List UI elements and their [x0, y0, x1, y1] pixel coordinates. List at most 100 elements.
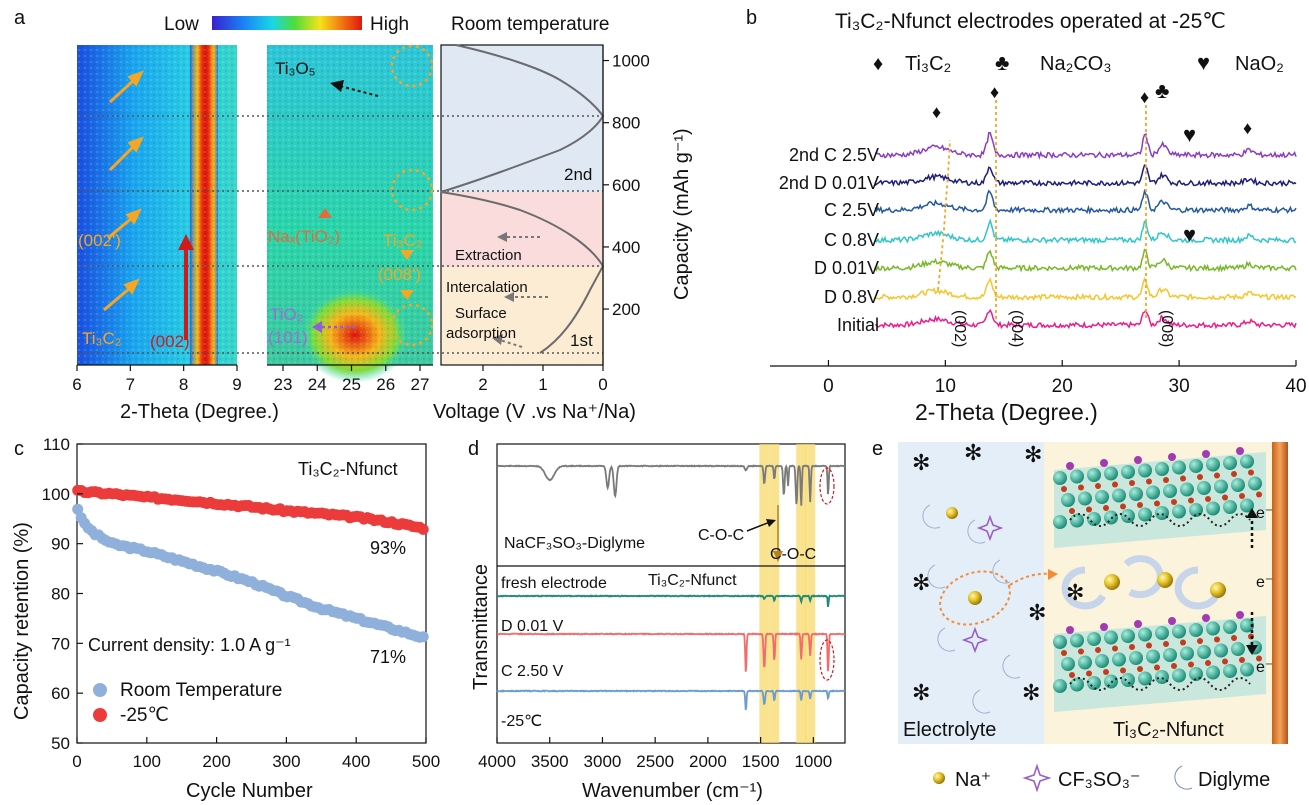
n-atom	[1202, 614, 1210, 622]
a-xtick-right-label: 2	[478, 375, 487, 394]
c-atom	[1197, 638, 1203, 644]
panel-e-electron-3: e⁻	[1256, 659, 1273, 676]
colorbar	[212, 16, 362, 30]
point-rt	[417, 631, 429, 643]
ti-atom	[1240, 662, 1254, 677]
c-ytick-label: 90	[51, 535, 70, 554]
diglyme-shape	[1002, 654, 1021, 679]
c-xtick-label: 100	[133, 752, 161, 771]
ti-atom	[1223, 620, 1237, 634]
label-101: (101)	[268, 328, 308, 347]
c-ytick-label: 80	[51, 585, 70, 604]
ti-atom	[1189, 503, 1203, 517]
d-xtick-label: 1000	[794, 752, 832, 771]
panel-a-xticks-left: 6 7 8 9	[72, 365, 242, 394]
c-xtick-label: 0	[72, 752, 81, 771]
c-atom	[1248, 469, 1254, 476]
c-atom	[1214, 472, 1220, 479]
c-atom	[1078, 648, 1084, 655]
xrd-label-2: D 0.01V	[814, 258, 879, 278]
electron-path-top	[1069, 513, 1251, 527]
ti-atom	[1070, 469, 1084, 484]
ti-atom	[1172, 624, 1186, 639]
panel-e-electron-1: e⁻	[1256, 505, 1273, 522]
panel-c-ylabel: Capacity retention (%)	[11, 522, 33, 720]
c-atom	[1197, 474, 1203, 480]
ti-atom	[1172, 668, 1186, 683]
ti-atom	[1189, 459, 1203, 473]
ti-atom	[1206, 621, 1220, 636]
c-atom	[1069, 508, 1075, 514]
ftir-band-1	[769, 444, 780, 743]
panel-a-xticks-right: 2 1 0	[478, 365, 608, 394]
c-atom	[1163, 477, 1169, 483]
marker-diamond-1: ♦	[932, 102, 941, 122]
panel-c-points	[72, 484, 429, 643]
panel-b-markers: ♦ ♦ ♦ ♣ ♦ ♥ ♥	[932, 78, 1252, 247]
diglyme-shape	[927, 564, 946, 589]
panel-b-title: Ti₃C₂-Nfunct electrodes operated at -25℃	[835, 10, 1226, 33]
ti-atom	[1197, 645, 1211, 659]
b-xtick-label: 40	[1285, 376, 1306, 397]
n-atom	[1168, 453, 1176, 461]
c-atom	[1188, 661, 1194, 668]
c-atom	[1146, 478, 1152, 485]
heatmap-mid	[267, 45, 433, 383]
club-icon: ♣	[995, 50, 1009, 75]
snowflake-icon: ✻	[912, 570, 930, 595]
ti-atom	[1206, 501, 1220, 516]
xrd-curve-5	[874, 164, 1297, 188]
n-atom	[1236, 447, 1244, 455]
ti-atom	[1129, 651, 1143, 665]
ftir-band-0	[759, 444, 770, 743]
panel-a-letter: a	[14, 7, 26, 29]
xrd-label-4: C 2.5V	[824, 200, 879, 220]
b-xtick-label: 0	[823, 376, 834, 397]
d-xtick-label: 3500	[531, 752, 569, 771]
c-atom	[1061, 650, 1067, 656]
panel-d-ti3c2: Ti₃C₂-Nfunct	[648, 572, 737, 589]
c-ytick-label: 100	[42, 485, 70, 504]
panel-d-bands	[759, 444, 816, 743]
ti-atom	[1121, 509, 1135, 523]
a-xtick-mid-label: 26	[376, 375, 395, 394]
marker-club: ♣	[1155, 78, 1169, 103]
panel-b-curves	[874, 132, 1297, 330]
c-atom	[1120, 503, 1126, 510]
intercalated-na	[1061, 555, 1226, 610]
room-temperature-title: Room temperature	[451, 14, 609, 35]
na-ion	[968, 591, 982, 605]
marker-diamond-4: ♦	[1243, 118, 1252, 138]
ti-atom	[1087, 512, 1101, 526]
a-xtick-mid-label: 27	[411, 375, 430, 394]
xrd-curve-6	[874, 132, 1297, 160]
panel-a-ylabel: Capacity (mAh g⁻¹)	[671, 128, 693, 300]
peak-label-004: (004)	[1008, 310, 1025, 347]
ti-atom	[1189, 667, 1203, 681]
c-atom	[1095, 647, 1101, 653]
b-xtick-label: 10	[935, 376, 956, 397]
ti-atom	[1214, 643, 1228, 658]
c-atom	[1171, 499, 1177, 505]
ti-atom	[1214, 479, 1228, 494]
panel-d-letter: d	[468, 438, 479, 460]
xrd-label-1: D 0.8V	[824, 287, 879, 307]
b-xtick-label: 30	[1169, 376, 1190, 397]
ti-atom	[1112, 488, 1126, 503]
ti-atom	[1087, 468, 1101, 482]
heart-icon: ♥	[1197, 50, 1210, 75]
c-atom	[1129, 644, 1135, 650]
a-ytick-label: 400	[612, 238, 640, 257]
panel-c-71: 71%	[370, 647, 406, 667]
voltage-curve	[440, 44, 605, 354]
c-atom	[1086, 670, 1092, 677]
panel-c-93: 93%	[370, 538, 406, 558]
ti-atom	[1155, 506, 1169, 520]
red-arrow	[178, 234, 194, 340]
ti-atom	[1053, 515, 1067, 529]
legend-ti3c2: Ti₃C₂	[905, 53, 951, 75]
c-xtick-label: 500	[412, 752, 440, 771]
c-atom	[1180, 639, 1186, 646]
legend-na2co3: Na₂CO₃	[1040, 53, 1111, 75]
c-atom	[1061, 486, 1067, 492]
